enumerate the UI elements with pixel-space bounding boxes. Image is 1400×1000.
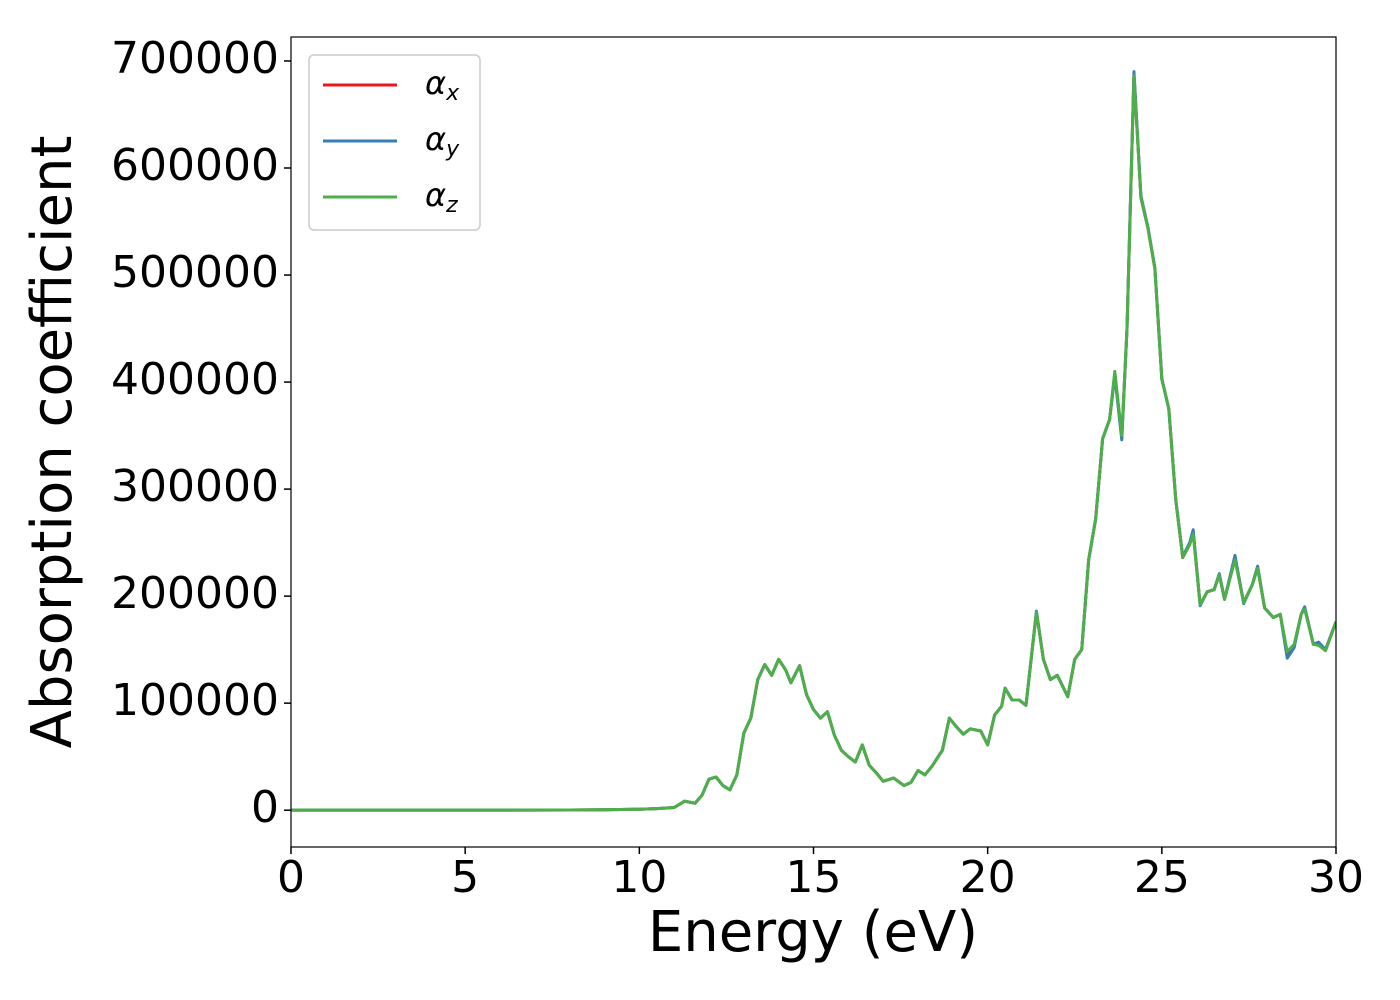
y-tick-label: 200000	[111, 568, 279, 619]
y-tick-label: 0	[251, 782, 279, 833]
x-tick-label: 10	[611, 852, 667, 903]
x-tick-label: 30	[1308, 852, 1364, 903]
x-tick-label: 20	[960, 852, 1016, 903]
y-tick-label: 600000	[111, 140, 279, 191]
x-tick-label: 25	[1134, 852, 1190, 903]
legend-label: αy	[425, 120, 460, 162]
legend: αx αy αz	[308, 54, 481, 231]
plot-frame	[290, 36, 1337, 848]
y-tick-label: 400000	[111, 354, 279, 405]
y-tick-label: 500000	[111, 247, 279, 298]
legend-label: αx	[425, 64, 460, 106]
y-tick-label: 300000	[111, 461, 279, 512]
x-tick-label: 5	[451, 852, 479, 903]
x-tick-label: 0	[277, 852, 305, 903]
legend-label: αz	[425, 176, 458, 218]
line-series	[291, 74, 1336, 812]
y-axis-label: Absorption coefficient	[20, 136, 85, 749]
x-tick-label: 15	[786, 852, 842, 903]
y-tick-label: 100000	[111, 675, 279, 726]
y-tick-label: 700000	[111, 33, 279, 84]
x-axis-label: Energy (eV)	[648, 900, 978, 965]
